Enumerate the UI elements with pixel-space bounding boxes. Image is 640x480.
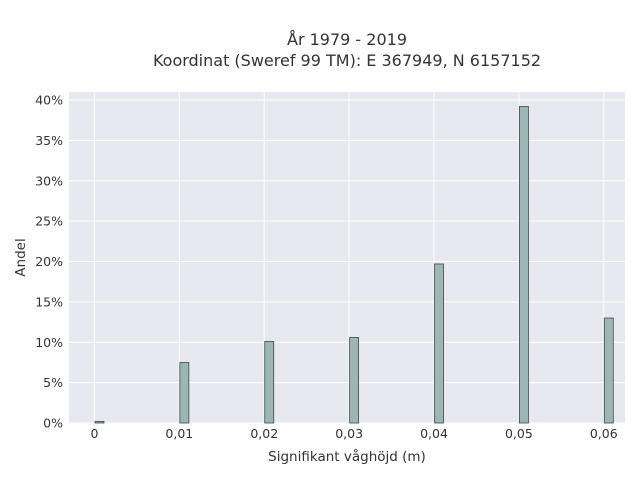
y-tick-label: 20% [35, 254, 63, 269]
x-tick-label: 0,02 [250, 426, 278, 441]
chart-title: År 1979 - 2019 Koordinat (Sweref 99 TM):… [153, 30, 541, 70]
x-axis-title: Signifikant våghöjd (m) [268, 448, 426, 465]
bars [94, 106, 614, 424]
grid [69, 92, 625, 424]
y-tick-label: 35% [35, 133, 63, 148]
bar [94, 420, 105, 424]
x-tick-label: 0 [90, 426, 98, 441]
bar [434, 263, 444, 424]
x-tick-label: 0,04 [420, 426, 448, 441]
y-tick-label: 40% [35, 93, 63, 108]
y-tick-label: 30% [35, 173, 63, 188]
bar [264, 341, 275, 424]
bar [518, 106, 529, 424]
bar [603, 317, 614, 424]
x-tick-label: 0,03 [335, 426, 363, 441]
chart-title-line-1: År 1979 - 2019 [287, 30, 407, 49]
y-tick-label: 25% [35, 214, 63, 229]
y-tick-label: 5% [43, 375, 63, 390]
bar [179, 362, 190, 424]
x-tick-label: 0,05 [505, 426, 533, 441]
x-tick-label: 0,06 [590, 426, 618, 441]
bar [349, 337, 360, 424]
y-tick-label: 10% [35, 335, 63, 350]
x-axis-ticks: 0 0,01 0,02 0,03 0,04 0,05 0,06 [90, 426, 617, 441]
y-tick-label: 0% [43, 416, 63, 431]
x-tick-label: 0,01 [165, 426, 193, 441]
chart-title-line-2: Koordinat (Sweref 99 TM): E 367949, N 61… [153, 51, 541, 70]
y-axis-ticks: 0% 5% 10% 15% 20% 25% 30% 35% 40% [35, 93, 63, 431]
plot-area [69, 92, 625, 423]
y-axis-title: Andel [13, 238, 29, 276]
y-tick-label: 15% [35, 294, 63, 309]
